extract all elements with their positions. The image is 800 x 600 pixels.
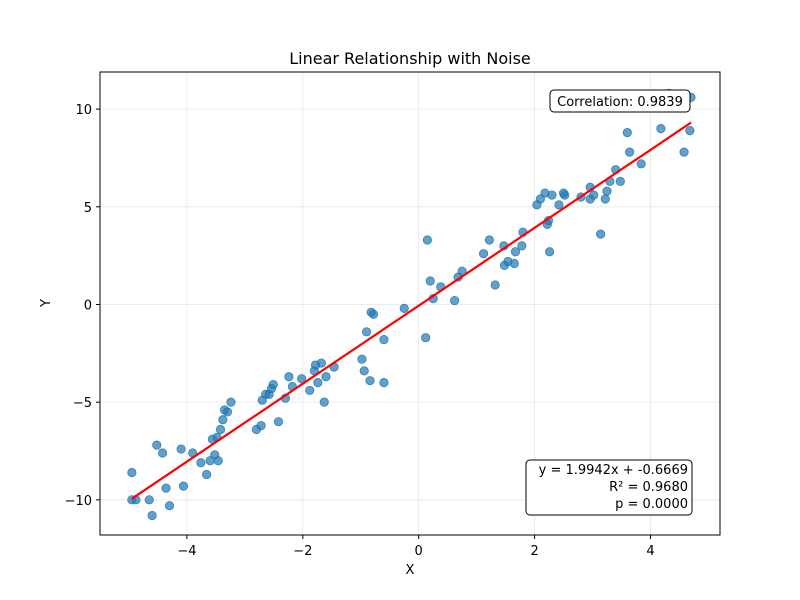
data-point — [127, 467, 137, 478]
y-tick-label: 10 — [75, 103, 92, 118]
data-point — [305, 385, 315, 396]
data-point — [547, 190, 557, 200]
data-point — [545, 247, 555, 257]
data-point — [357, 354, 367, 364]
data-point — [600, 194, 610, 204]
data-point — [450, 295, 460, 306]
plot-area-frame — [99, 71, 721, 536]
data-point — [256, 420, 266, 431]
stats-box — [525, 459, 693, 516]
data-point — [510, 247, 521, 257]
data-point — [685, 126, 695, 136]
data-point — [625, 147, 635, 157]
data-point — [147, 510, 157, 521]
x-tick-label: −2 — [293, 544, 312, 559]
x-tick-label: −4 — [177, 544, 196, 559]
data-point — [297, 374, 307, 384]
data-point — [222, 407, 233, 417]
x-tick-label: 4 — [646, 544, 654, 559]
data-point — [379, 335, 389, 345]
data-point — [316, 358, 326, 368]
regression-stats-annotation: y = 1.9942x + -0.6669 R² = 0.9680 p = 0.… — [525, 459, 693, 516]
stats-p-value: p = 0.0000 — [615, 497, 688, 512]
data-point — [144, 495, 154, 505]
regression-line — [131, 121, 692, 500]
correlation-text: Correlation: 0.9839 — [557, 95, 683, 110]
data-point — [152, 440, 162, 450]
data-point — [517, 241, 527, 251]
fit-line-group — [131, 121, 692, 500]
correlation-annotation: Correlation: 0.9839 — [549, 89, 691, 113]
stats-r-squared: R² = 0.9680 — [609, 480, 688, 495]
data-point — [679, 147, 689, 157]
data-point — [379, 378, 389, 388]
data-point — [196, 458, 206, 468]
data-point — [359, 366, 369, 376]
stats-equation: y = 1.9942x + -0.6669 — [539, 463, 688, 478]
data-point — [365, 376, 375, 386]
data-point — [157, 448, 168, 458]
data-point — [425, 276, 435, 286]
chart-title: Linear Relationship with Noise — [289, 49, 531, 68]
x-axis-title: X — [406, 563, 415, 578]
data-point — [368, 309, 379, 319]
data-point — [273, 417, 284, 427]
data-point — [399, 303, 409, 313]
data-point — [178, 481, 189, 491]
x-tick-label: 0 — [415, 544, 423, 559]
data-point — [422, 235, 432, 245]
y-tick-label: 0 — [84, 298, 92, 313]
data-point — [361, 327, 372, 337]
data-point — [622, 127, 632, 138]
data-point — [554, 200, 564, 210]
data-point — [321, 372, 331, 382]
x-tick-label: 2 — [530, 544, 538, 559]
data-point — [176, 444, 186, 454]
data-point — [164, 501, 175, 511]
data-point — [202, 469, 212, 480]
y-tick-label: −5 — [73, 396, 92, 411]
data-point — [268, 379, 278, 390]
data-point — [421, 333, 431, 343]
data-point — [218, 415, 228, 425]
y-tick-label: 5 — [84, 201, 92, 216]
data-point — [560, 190, 570, 200]
y-tick-label: −10 — [65, 494, 92, 509]
data-point — [226, 397, 236, 407]
data-point — [313, 378, 323, 388]
data-point — [161, 483, 171, 493]
data-point — [490, 280, 500, 290]
data-point — [509, 258, 519, 269]
x-axis-ticks: −4 −2 0 2 4 — [177, 535, 655, 559]
data-point — [589, 190, 599, 200]
y-axis-ticks: −10 −5 0 5 10 — [65, 103, 100, 509]
data-point — [215, 424, 226, 435]
data-point — [284, 372, 294, 382]
data-point — [602, 186, 612, 196]
data-point — [615, 176, 625, 187]
data-point — [213, 456, 223, 466]
data-point — [656, 124, 666, 134]
data-point — [478, 249, 489, 259]
data-point — [636, 159, 646, 169]
correlation-box — [549, 89, 691, 113]
data-point — [596, 229, 606, 239]
data-point — [319, 397, 329, 407]
y-axis-title: Y — [39, 299, 54, 308]
data-point — [484, 235, 494, 245]
